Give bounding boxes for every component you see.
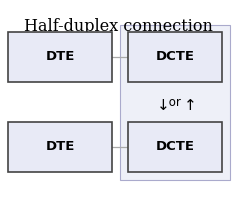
Bar: [128, 32, 222, 82]
Text: ↓: ↓: [157, 98, 169, 112]
Text: or: or: [165, 97, 185, 110]
Bar: [8, 32, 112, 82]
Bar: [8, 122, 112, 172]
Text: DTE: DTE: [45, 140, 75, 154]
Text: DCTE: DCTE: [155, 140, 195, 154]
Text: ↑: ↑: [184, 98, 196, 112]
Text: Half-duplex connection: Half-duplex connection: [23, 18, 212, 35]
Bar: [128, 122, 222, 172]
Bar: [120, 25, 230, 180]
Text: DTE: DTE: [45, 50, 75, 64]
Text: DCTE: DCTE: [155, 50, 195, 64]
